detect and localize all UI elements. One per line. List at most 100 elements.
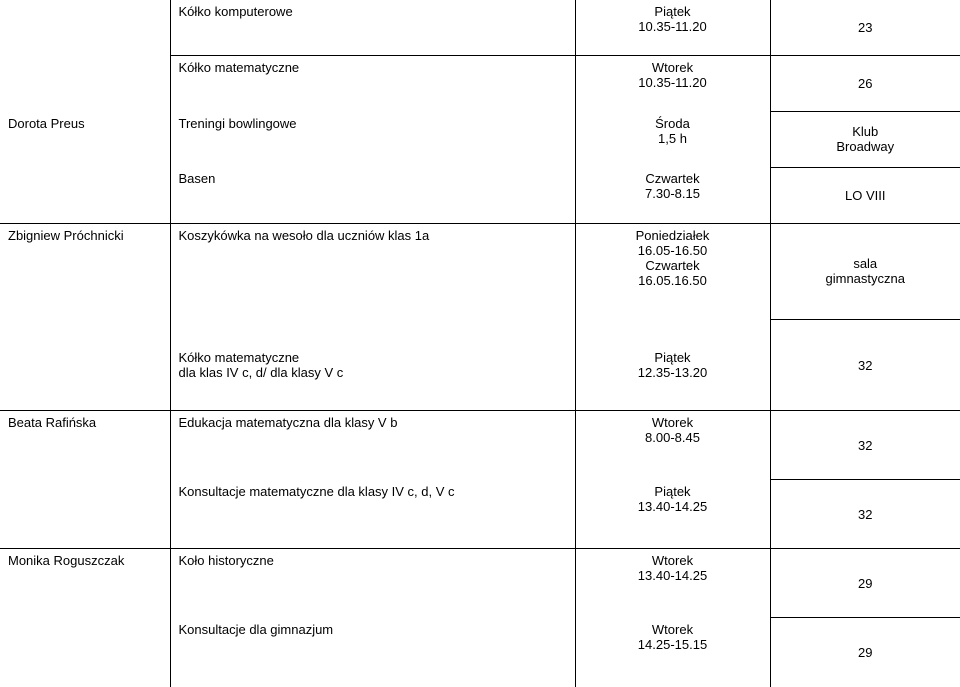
activity-cell: Konsultacje matematyczne dla klasy IV c,… [170,480,575,549]
room-cell: 23 [770,0,960,56]
time-cell: Czwartek 7.30-8.15 [575,167,770,223]
room-cell: 29 [770,549,960,618]
room-cell: Klub Broadway [770,112,960,168]
room-text-l2: gimnastyczna [826,271,905,286]
time-cell: Piątek 12.35-13.20 [575,320,770,411]
room-text: 29 [858,576,872,591]
time-cell: Wtorek 8.00-8.45 [575,411,770,480]
table-row: Kółko komputerowe Piątek 10.35-11.20 23 [0,0,960,56]
table-row: Konsultacje dla gimnazjum Wtorek 14.25-1… [0,618,960,687]
activity-cell: Edukacja matematyczna dla klasy V b [170,411,575,480]
room-cell: sala gimnastyczna [770,223,960,319]
activity-text: Basen [179,171,216,186]
activity-cell: Kółko matematyczne [170,56,575,112]
table-row: Monika Roguszczak Koło historyczne Wtore… [0,549,960,618]
day-text: Piątek [654,4,690,19]
room-text: LO VIII [845,188,885,203]
day-text: Wtorek [652,60,693,75]
room-cell: 32 [770,411,960,480]
teacher-cell [0,480,170,549]
time-cell: Wtorek 10.35-11.20 [575,56,770,112]
room-cell: 32 [770,320,960,411]
teacher-cell: Beata Rafińska [0,411,170,480]
room-text-l1: Klub [852,124,878,139]
teacher-name: Dorota Preus [8,116,85,131]
teacher-cell [0,320,170,411]
room-text: 32 [858,438,872,453]
room-text: 23 [858,20,872,35]
activity-text: Kółko komputerowe [179,4,293,19]
table-row: Kółko matematyczne Wtorek 10.35-11.20 26 [0,56,960,112]
table-row: Basen Czwartek 7.30-8.15 LO VIII [0,167,960,223]
time-text: 13.40-14.25 [638,568,707,583]
activity-text: Koło historyczne [179,553,274,568]
room-text: 29 [858,645,872,660]
time-cell: Poniedziałek 16.05-16.50 Czwartek 16.05.… [575,223,770,319]
activity-text: Treningi bowlingowe [179,116,297,131]
teacher-name: Monika Roguszczak [8,553,124,568]
room-cell: LO VIII [770,167,960,223]
activity-text: Kółko matematyczne [179,60,300,75]
day-text: Czwartek [645,171,699,186]
time-text-1: 16.05-16.50 [638,243,707,258]
room-cell: 32 [770,480,960,549]
day-text: Piątek [654,350,690,365]
time-cell: Wtorek 13.40-14.25 [575,549,770,618]
table-row: Beata Rafińska Edukacja matematyczna dla… [0,411,960,480]
activity-text: Koszykówka na wesoło dla uczniów klas 1a [179,228,430,243]
activity-text: Konsultacje matematyczne dla klasy IV c,… [179,484,455,499]
teacher-cell: Dorota Preus [0,112,170,168]
time-text: 13.40-14.25 [638,499,707,514]
room-text: 32 [858,507,872,522]
time-text: 1,5 h [658,131,687,146]
time-text: 12.35-13.20 [638,365,707,380]
time-text: 10.35-11.20 [638,19,706,34]
teacher-name: Beata Rafińska [8,415,96,430]
day-text: Wtorek [652,622,693,637]
activity-cell: Treningi bowlingowe [170,112,575,168]
time-text: 10.35-11.20 [638,75,706,90]
activity-text-l1: Kółko matematyczne [179,350,300,365]
activity-text: Konsultacje dla gimnazjum [179,622,334,637]
teacher-cell: Zbigniew Próchnicki [0,223,170,319]
activity-cell: Basen [170,167,575,223]
time-cell: Piątek 13.40-14.25 [575,480,770,549]
day-text-2: Czwartek [645,258,699,273]
table-row: Dorota Preus Treningi bowlingowe Środa 1… [0,112,960,168]
day-text: Piątek [654,484,690,499]
teacher-cell: Monika Roguszczak [0,549,170,618]
room-text: 26 [858,76,872,91]
teacher-name: Zbigniew Próchnicki [8,228,124,243]
time-text: 8.00-8.45 [645,430,700,445]
time-text-2: 16.05.16.50 [638,273,707,288]
activity-text: Edukacja matematyczna dla klasy V b [179,415,398,430]
room-cell: 29 [770,618,960,687]
activity-cell: Konsultacje dla gimnazjum [170,618,575,687]
activity-cell: Koszykówka na wesoło dla uczniów klas 1a [170,223,575,319]
activity-cell: Koło historyczne [170,549,575,618]
teacher-cell [0,618,170,687]
page: Kółko komputerowe Piątek 10.35-11.20 23 … [0,0,960,687]
table-row: Kółko matematyczne dla klas IV c, d/ dla… [0,320,960,411]
table-row: Konsultacje matematyczne dla klasy IV c,… [0,480,960,549]
room-text: 32 [858,358,872,373]
time-cell: Środa 1,5 h [575,112,770,168]
day-text: Wtorek [652,415,693,430]
activity-cell: Kółko matematyczne dla klas IV c, d/ dla… [170,320,575,411]
teacher-cell [0,0,170,56]
time-text: 7.30-8.15 [645,186,700,201]
time-cell: Piątek 10.35-11.20 [575,0,770,56]
room-cell: 26 [770,56,960,112]
room-text-l1: sala [853,256,877,271]
room-text-l2: Broadway [836,139,894,154]
activity-text-l2: dla klas IV c, d/ dla klasy V c [179,365,344,380]
time-text: 14.25-15.15 [638,637,707,652]
day-text: Środa [655,116,690,131]
teacher-cell [0,167,170,223]
teacher-cell [0,56,170,112]
schedule-table: Kółko komputerowe Piątek 10.35-11.20 23 … [0,0,960,687]
table-row: Zbigniew Próchnicki Koszykówka na wesoło… [0,223,960,319]
day-text: Wtorek [652,553,693,568]
time-cell: Wtorek 14.25-15.15 [575,618,770,687]
activity-cell: Kółko komputerowe [170,0,575,56]
